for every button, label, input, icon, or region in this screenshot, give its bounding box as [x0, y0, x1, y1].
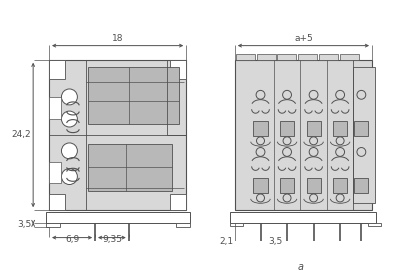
Text: 24,2: 24,2	[12, 130, 31, 140]
Bar	[235, 60, 372, 210]
Bar	[340, 54, 359, 60]
Text: 9,35: 9,35	[102, 235, 122, 244]
Circle shape	[62, 89, 77, 105]
Bar	[256, 54, 276, 60]
Bar	[368, 222, 381, 226]
Circle shape	[336, 91, 344, 99]
Circle shape	[256, 147, 265, 156]
Bar	[230, 212, 376, 222]
Bar	[176, 222, 190, 227]
Text: 3,5: 3,5	[268, 237, 283, 246]
Circle shape	[62, 111, 77, 127]
Circle shape	[336, 147, 344, 156]
Bar	[298, 54, 317, 60]
Text: 2,1: 2,1	[219, 237, 233, 246]
Bar	[354, 179, 368, 193]
Circle shape	[256, 194, 264, 202]
Circle shape	[336, 194, 344, 202]
Circle shape	[357, 147, 366, 156]
Bar	[254, 179, 268, 193]
Bar	[49, 162, 62, 183]
Bar	[353, 67, 375, 203]
Bar	[280, 179, 294, 193]
Circle shape	[310, 137, 318, 145]
Bar	[277, 54, 296, 60]
Bar	[319, 54, 338, 60]
Circle shape	[309, 91, 318, 99]
Bar	[236, 54, 255, 60]
Bar	[354, 121, 368, 136]
Circle shape	[283, 194, 291, 202]
Bar	[88, 67, 179, 124]
Bar	[170, 60, 186, 79]
Text: 18: 18	[112, 34, 123, 43]
Circle shape	[256, 137, 264, 145]
Circle shape	[310, 194, 318, 202]
Bar	[230, 222, 243, 226]
Circle shape	[256, 91, 265, 99]
Bar	[306, 179, 321, 193]
Circle shape	[336, 137, 344, 145]
Bar	[49, 97, 62, 118]
Circle shape	[283, 91, 292, 99]
Bar	[49, 194, 65, 210]
Bar	[306, 121, 321, 136]
Circle shape	[62, 143, 77, 159]
Circle shape	[62, 169, 77, 185]
Bar	[46, 222, 60, 227]
Bar	[333, 121, 347, 136]
Text: 6,9: 6,9	[65, 235, 79, 244]
Bar	[280, 121, 294, 136]
Bar	[88, 144, 172, 191]
Bar	[49, 60, 65, 79]
Text: a: a	[297, 262, 303, 271]
Bar	[254, 121, 268, 136]
Circle shape	[357, 91, 366, 99]
Bar	[46, 212, 190, 222]
Circle shape	[309, 147, 318, 156]
Bar	[170, 194, 186, 210]
Bar	[333, 179, 347, 193]
Text: 3,5: 3,5	[17, 220, 31, 229]
Circle shape	[283, 137, 291, 145]
Circle shape	[283, 147, 292, 156]
Text: a+5: a+5	[294, 34, 313, 43]
Bar	[49, 60, 186, 210]
